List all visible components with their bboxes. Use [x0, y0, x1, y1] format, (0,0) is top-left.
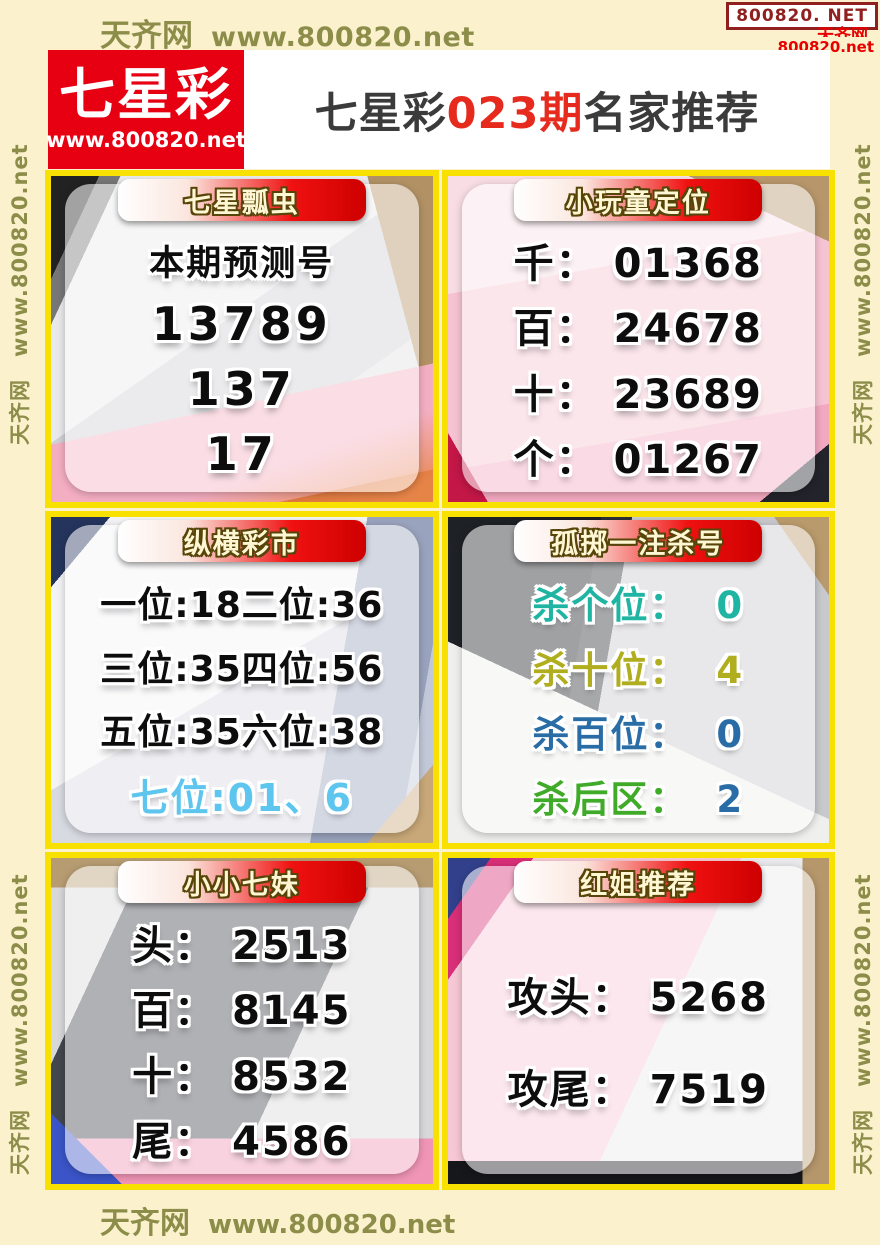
- position-row: 十： 23689: [513, 371, 763, 418]
- kill-row: 杀百位： 0: [532, 713, 745, 757]
- panel-title-pill: 孤掷一注杀号: [514, 520, 763, 562]
- position-row: 千： 01368: [513, 241, 763, 288]
- panel-content: 杀个位： 0 杀十位： 4 杀百位： 0 杀后区： 2: [466, 565, 812, 833]
- panel-zongheng-caishi: 纵横彩市 一位:18二位:36 三位:35四位:56 五位:35六位:38 七位…: [45, 511, 439, 849]
- corner-badge: 800820. NET: [726, 2, 878, 30]
- position-row: 头： 2513: [132, 923, 352, 970]
- panel-title-pill: 小小七妹: [117, 861, 366, 903]
- watermark-right-bottom: 天齐网www.800820.net: [851, 873, 875, 1175]
- panel-title: 七星瓢虫: [183, 187, 300, 219]
- panel-overlay: [461, 184, 815, 492]
- panel-title: 红姐推荐: [580, 869, 697, 901]
- panel-title-pill: 七星瓢虫: [117, 179, 366, 221]
- panel-overlay: [65, 184, 419, 492]
- position-row: 十： 8532: [132, 1053, 352, 1100]
- attack-row: 攻头： 5268: [507, 975, 769, 1021]
- site-name: 天齐网: [100, 18, 193, 54]
- pair-row: 五位:35六位:38: [100, 712, 384, 754]
- prediction-number: 137: [187, 362, 296, 416]
- kill-row: 杀个位： 0: [532, 584, 745, 628]
- watermark-left-top: 天齐网www.800820.net: [8, 143, 32, 445]
- title-issue-number: 023期: [446, 88, 584, 139]
- panel-hongjie-tuijian: 红姐推荐 攻头： 5268 攻尾： 7519: [441, 852, 835, 1190]
- panel-title-pill: 纵横彩市: [117, 520, 366, 562]
- position-row: 百： 24678: [513, 306, 763, 353]
- panel-title: 纵横彩市: [183, 528, 300, 560]
- top-site-header: 天齐网 www.800820.net: [100, 10, 475, 55]
- panel-title-pill: 红姐推荐: [514, 861, 763, 903]
- panel-qixing-piaochong: 七星瓢虫 本期预测号 13789 137 17: [45, 170, 439, 508]
- panel-guzhi-yizhu-shahao: 孤掷一注杀号 杀个位： 0 杀十位： 4 杀百位： 0 杀后区： 2: [441, 511, 835, 849]
- logo-url: www.800820.net: [46, 127, 246, 152]
- prediction-number: 17: [205, 427, 278, 481]
- site-logo: 七星彩 www.800820.net: [46, 50, 246, 169]
- panel-overlay: [65, 866, 419, 1174]
- footer-site-line: 天齐网 www.800820.net: [100, 1198, 455, 1242]
- attack-row: 攻尾： 7519: [507, 1067, 769, 1113]
- recommendation-grid: 七星瓢虫 本期预测号 13789 137 17 小玩童定位 千： 01368 百：…: [45, 170, 835, 1190]
- pair-row: 三位:35四位:56: [100, 648, 384, 690]
- page-title: 七星彩 023期 名家推荐: [244, 50, 830, 169]
- panel-overlay: [461, 866, 815, 1174]
- panel-content: 头： 2513 百： 8145 十： 8532 尾： 4586: [69, 906, 415, 1174]
- panel-content: 攻头： 5268 攻尾： 7519: [466, 906, 812, 1174]
- panel-xiaowantong-dingwei: 小玩童定位 千： 01368 百： 24678 十： 23689 个： 01267: [441, 170, 835, 508]
- prediction-number: 13789: [151, 297, 332, 351]
- prediction-subtitle: 本期预测号: [149, 244, 335, 284]
- kill-row: 杀后区： 2: [532, 777, 745, 821]
- footer-site-name: 天齐网: [100, 1206, 190, 1241]
- panel-overlay: [461, 525, 815, 833]
- title-banner: 七星彩 www.800820.net 七星彩 023期 名家推荐: [46, 50, 830, 169]
- position-row: 百： 8145: [132, 988, 352, 1035]
- footer-site-url: www.800820.net: [208, 1210, 456, 1240]
- kill-row: 杀十位： 4: [532, 648, 745, 692]
- corner-clipped-watermark: 天齐网: [817, 26, 868, 37]
- position-row: 个： 01267: [513, 436, 763, 483]
- panel-title: 小小七妹: [183, 869, 300, 901]
- panel-xiaoxiao-qimei: 小小七妹 头： 2513 百： 8145 十： 8532 尾： 4586: [45, 852, 439, 1190]
- logo-title: 七星彩: [59, 62, 233, 128]
- panel-overlay: [65, 525, 419, 833]
- position-row: 尾： 4586: [132, 1118, 352, 1165]
- seventh-position-row: 七位:01、6: [130, 775, 354, 820]
- panel-content: 千： 01368 百： 24678 十： 23689 个： 01267: [466, 224, 812, 492]
- pair-row: 一位:18二位:36: [100, 585, 384, 627]
- site-url: www.800820.net: [211, 22, 475, 53]
- panel-title-pill: 小玩童定位: [514, 179, 763, 221]
- watermark-left-bottom: 天齐网www.800820.net: [8, 873, 32, 1175]
- panel-content: 本期预测号 13789 137 17: [69, 224, 415, 492]
- panel-title: 孤掷一注杀号: [551, 528, 726, 560]
- panel-content: 一位:18二位:36 三位:35四位:56 五位:35六位:38 七位:01、6: [69, 565, 415, 833]
- title-part1: 七星彩: [314, 88, 447, 139]
- watermark-right-top: 天齐网www.800820.net: [851, 143, 875, 445]
- title-part2: 名家推荐: [583, 88, 760, 139]
- panel-title: 小玩童定位: [565, 187, 711, 219]
